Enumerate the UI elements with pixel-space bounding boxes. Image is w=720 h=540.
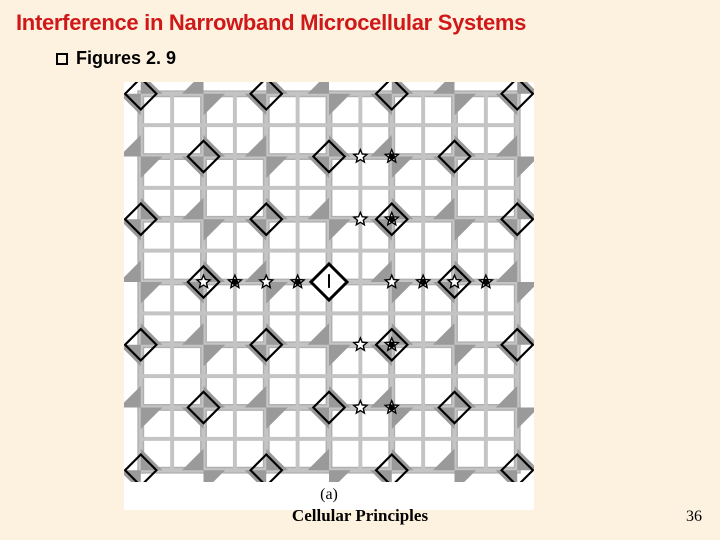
figure-caption: (a) — [124, 486, 534, 504]
bullet-item: Figures 2. 9 — [56, 48, 176, 69]
footer-text: Cellular Principles — [0, 506, 720, 526]
bullet-label: Figures 2. 9 — [76, 48, 176, 69]
figure-container: (a) — [124, 82, 534, 510]
slide-title: Interference in Narrowband Microcellular… — [16, 10, 526, 36]
square-bullet-icon — [56, 53, 68, 65]
microcell-diagram — [124, 82, 534, 482]
page-number: 36 — [686, 508, 702, 526]
